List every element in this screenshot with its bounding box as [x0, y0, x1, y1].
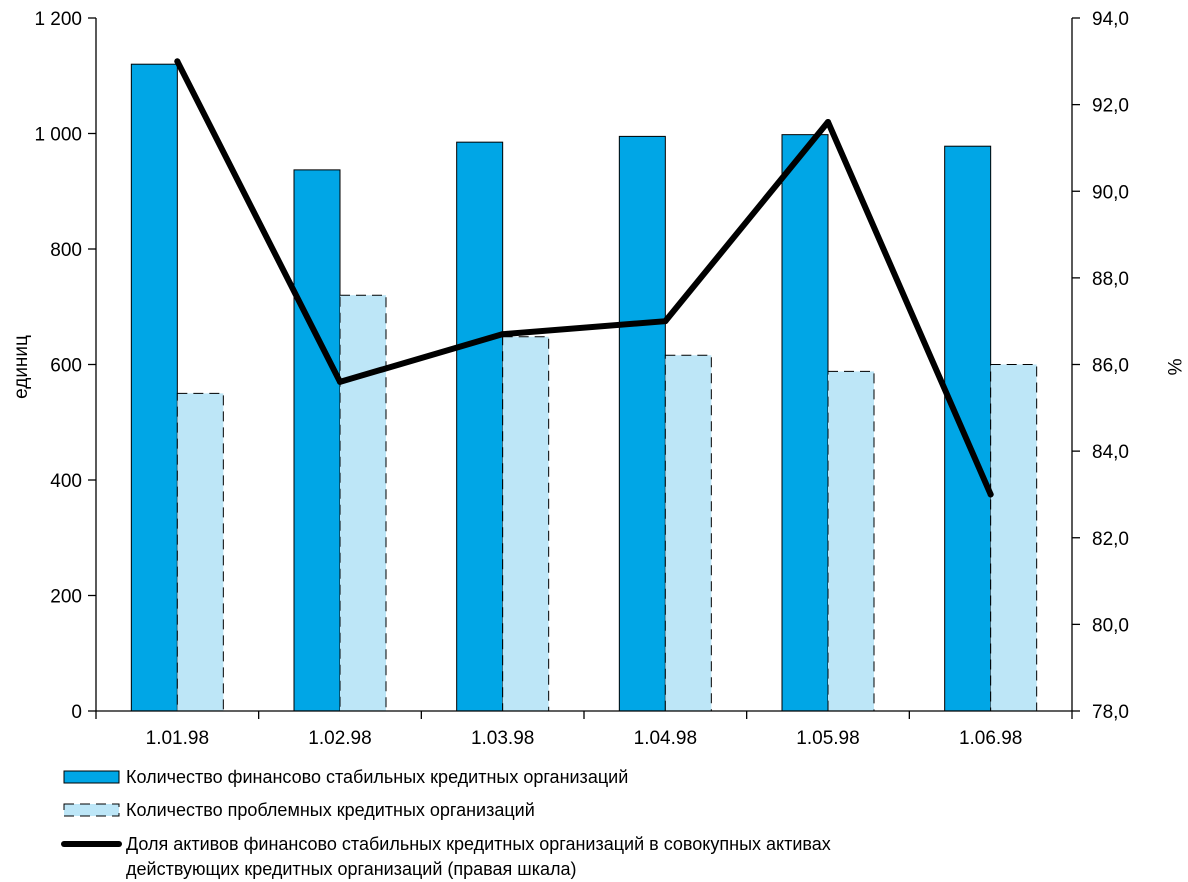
legend-label-stable: Количество финансово стабильных кредитны…: [126, 767, 628, 787]
x-tick-label: 1.03.98: [471, 728, 534, 749]
right-tick-label: 88,0: [1092, 269, 1129, 290]
problem-bar: [176, 392, 224, 712]
right-tick-label: 90,0: [1092, 182, 1129, 203]
legend-label-problem: Количество проблемных кредитных организа…: [126, 800, 535, 820]
share-line-point: [337, 378, 343, 385]
legend-label-share-line-1: Доля активов финансово стабильных кредит…: [126, 834, 831, 854]
stable-bar: [781, 134, 829, 712]
stable-bar: [944, 145, 992, 712]
x-tick-label: 1.04.98: [634, 728, 697, 749]
legend-swatch-problem-bar: [63, 803, 120, 817]
problem-bar: [502, 336, 550, 712]
line-group: [174, 58, 994, 498]
bars-group: [130, 63, 1038, 712]
x-tick-label: 1.06.98: [959, 728, 1022, 749]
share-line-point: [987, 491, 994, 498]
right-tick-label: 82,0: [1092, 529, 1129, 550]
right-tick-label: 86,0: [1092, 356, 1129, 377]
right-tick-label: 84,0: [1092, 442, 1129, 463]
stable-bar: [456, 141, 504, 712]
stable-bar: [618, 135, 666, 712]
legend-item-problem: Количество проблемных кредитных организа…: [63, 800, 535, 820]
problem-bar: [664, 354, 712, 712]
share-line-point: [174, 58, 181, 65]
legend-item-share-line: Доля активов финансово стабильных кредит…: [61, 834, 831, 879]
x-tick-label: 1.02.98: [308, 728, 371, 749]
right-tick-label: 80,0: [1092, 615, 1129, 636]
left-axis-title: единиц: [11, 335, 32, 399]
left-tick-label: 800: [50, 240, 82, 261]
left-tick-label: 0: [71, 702, 82, 723]
legend-swatch-stable-bar: [63, 770, 120, 784]
share-line-point: [662, 318, 669, 325]
legend: Количество финансово стабильных кредитны…: [61, 767, 831, 879]
left-tick-label: 600: [50, 356, 82, 377]
share-line-point: [499, 331, 506, 338]
stable-bar: [130, 63, 178, 712]
problem-bar: [339, 294, 387, 712]
right-axis-title: %: [1163, 359, 1184, 376]
right-tick-label: 94,0: [1092, 9, 1129, 30]
share-line: [174, 58, 994, 498]
right-tick-label: 92,0: [1092, 96, 1129, 117]
legend-item-stable: Количество финансово стабильных кредитны…: [63, 767, 628, 787]
x-tick-label: 1.01.98: [146, 728, 209, 749]
problem-bar: [990, 364, 1038, 712]
share-line-point: [825, 118, 831, 125]
left-tick-label: 400: [50, 471, 82, 492]
legend-label-share-line-2: действующих кредитных организаций (права…: [126, 859, 577, 879]
left-tick-label: 1 200: [34, 9, 82, 30]
stable-bar: [293, 169, 341, 712]
right-tick-label: 78,0: [1092, 702, 1129, 723]
x-ticks-group: 1.01.98 1.02.98 1.03.98 1.04.98 1.05.98 1.06.…: [95, 711, 1073, 749]
left-tick-label: 200: [50, 587, 82, 608]
problem-bar: [827, 370, 875, 712]
right-ticks-group: 78,0 80,0 82,0 84,0 86,0 88,0 90,0 92,0 94,0: [1072, 9, 1129, 723]
left-ticks-group: 0 200 400 600 800 1 000 1 200: [34, 9, 96, 723]
left-tick-label: 1 000: [34, 125, 82, 146]
axes-group: [95, 18, 1073, 712]
x-tick-label: 1.05.98: [796, 728, 859, 749]
